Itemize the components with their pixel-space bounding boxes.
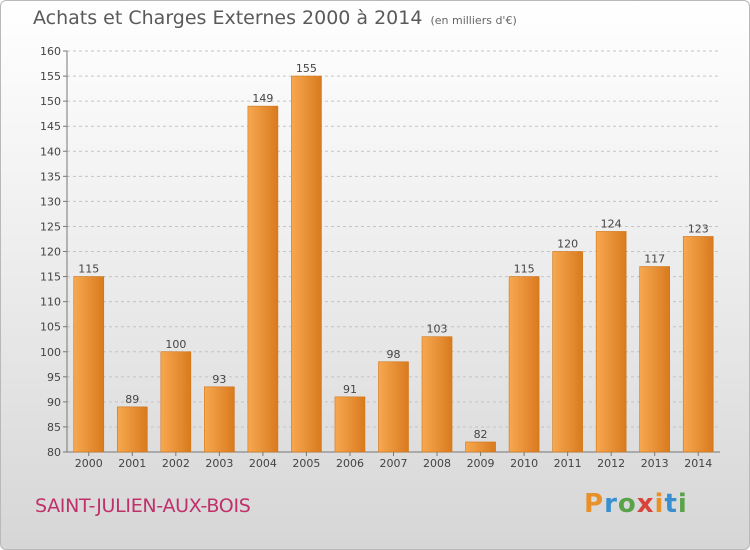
x-tick-label: 2003	[205, 457, 233, 470]
y-tick-label: 110	[40, 296, 61, 309]
bar-value-label: 124	[601, 217, 622, 230]
bar-2013	[639, 266, 671, 453]
bar-value-label: 123	[688, 222, 709, 235]
x-tick-label: 2010	[510, 457, 538, 470]
x-tick-label: 2011	[554, 457, 582, 470]
bar-value-label: 149	[252, 92, 273, 105]
x-tick-label: 2014	[684, 457, 712, 470]
y-tick-label: 95	[47, 371, 61, 384]
bar-2002	[160, 351, 192, 453]
y-tick-label: 160	[40, 45, 61, 58]
y-tick-label: 80	[47, 446, 61, 459]
bar-value-label: 100	[165, 338, 186, 351]
bar-2012	[595, 231, 627, 453]
y-tick-label: 150	[40, 95, 61, 108]
x-tick-label: 2009	[467, 457, 495, 470]
x-tick-label: 2007	[380, 457, 408, 470]
y-tick-label: 90	[47, 396, 61, 409]
x-tick-label: 2001	[118, 457, 146, 470]
y-tick-label: 155	[40, 70, 61, 83]
x-tick-label: 2008	[423, 457, 451, 470]
bar-value-label: 103	[427, 323, 448, 336]
proxiti-logo[interactable]: Proxiti	[584, 489, 688, 519]
x-tick-label: 2013	[641, 457, 669, 470]
y-tick-label: 140	[40, 145, 61, 158]
bar-2006	[334, 396, 366, 453]
bar-2000	[73, 276, 105, 453]
x-tick-label: 2005	[292, 457, 320, 470]
y-tick-label: 120	[40, 246, 61, 259]
chart-title-text: Achats et Charges Externes 2000 à 2014	[33, 7, 423, 29]
bar-2001	[117, 406, 148, 453]
bar-value-label: 93	[212, 373, 226, 386]
x-tick-label: 2000	[75, 457, 103, 470]
bar-value-label: 82	[474, 428, 488, 441]
chart-title: Achats et Charges Externes 2000 à 2014 (e…	[33, 7, 517, 29]
bar-2014	[682, 236, 714, 453]
bar-value-label: 91	[343, 383, 357, 396]
y-tick-label: 85	[47, 421, 61, 434]
bar-value-label: 155	[296, 62, 317, 75]
chart-unit: (en milliers d'€)	[430, 14, 517, 27]
y-tick-label: 105	[40, 321, 61, 334]
x-tick-label: 2012	[597, 457, 625, 470]
bar-2007	[378, 361, 409, 453]
y-tick-label: 135	[40, 170, 61, 183]
y-tick-label: 115	[40, 271, 61, 284]
x-tick-label: 2006	[336, 457, 364, 470]
y-tick-label: 100	[40, 346, 61, 359]
y-tick-label: 130	[40, 195, 61, 208]
bar-2009	[465, 441, 496, 453]
bar-value-label: 98	[387, 348, 401, 361]
y-tick-label: 125	[40, 220, 61, 233]
bar-2008	[421, 336, 453, 453]
bar-2005	[291, 75, 322, 453]
x-tick-label: 2004	[249, 457, 277, 470]
bar-value-label: 117	[644, 253, 665, 266]
bar-value-label: 115	[78, 263, 99, 276]
town-name: SAINT-JULIEN-AUX-BOIS	[35, 495, 251, 517]
bar-2010	[508, 276, 540, 453]
bar-value-label: 89	[125, 393, 139, 406]
bar-2004	[247, 105, 279, 453]
y-tick-label: 145	[40, 120, 61, 133]
x-tick-label: 2002	[162, 457, 190, 470]
bar-2003	[204, 386, 235, 453]
bar-value-label: 115	[514, 263, 535, 276]
bar-value-label: 120	[557, 238, 578, 251]
bar-2011	[552, 251, 583, 453]
bars: 115 89 100 93 149 155 91 98 103 82 115 120 124 117 123	[73, 62, 714, 453]
